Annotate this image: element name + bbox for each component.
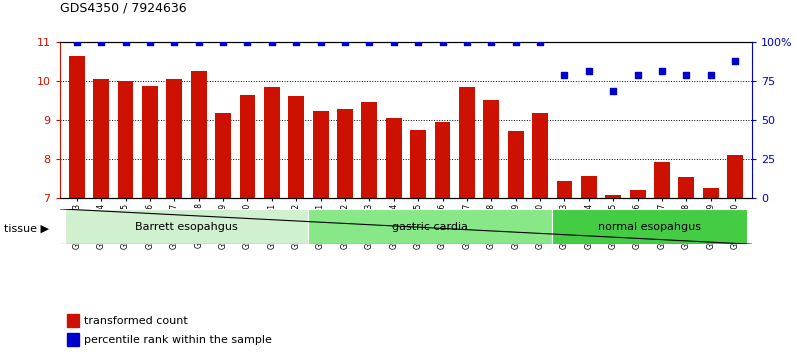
Point <box>290 40 302 45</box>
Point <box>436 40 449 45</box>
Bar <box>459 87 475 198</box>
Point <box>143 40 156 45</box>
Bar <box>288 96 304 198</box>
Bar <box>654 162 670 198</box>
Bar <box>410 130 426 198</box>
Bar <box>67 314 79 327</box>
Text: normal esopahgus: normal esopahgus <box>599 222 701 232</box>
Bar <box>630 190 646 198</box>
Point <box>314 40 327 45</box>
Bar <box>264 87 279 198</box>
Bar <box>552 209 747 244</box>
Bar <box>703 188 719 198</box>
Point <box>217 40 229 45</box>
Bar <box>581 176 597 198</box>
Bar <box>508 131 524 198</box>
Point <box>193 40 205 45</box>
Point <box>461 40 474 45</box>
Text: gastric cardia: gastric cardia <box>392 222 468 232</box>
Bar <box>68 56 84 198</box>
Point <box>485 40 498 45</box>
Point <box>729 58 742 64</box>
Bar <box>678 177 694 198</box>
Point <box>241 40 254 45</box>
Point <box>704 72 717 78</box>
Point <box>363 40 376 45</box>
Text: Barrett esopahgus: Barrett esopahgus <box>135 222 238 232</box>
Point <box>533 40 546 45</box>
Point <box>70 40 83 45</box>
Bar <box>556 181 572 198</box>
Point <box>95 40 107 45</box>
Bar <box>166 79 182 198</box>
Bar <box>64 209 308 244</box>
Bar <box>308 209 552 244</box>
Bar <box>337 109 353 198</box>
Point <box>583 68 595 73</box>
Point <box>168 40 181 45</box>
Bar <box>483 100 499 198</box>
Text: GDS4350 / 7924636: GDS4350 / 7924636 <box>60 2 186 15</box>
Bar <box>93 79 109 198</box>
Point <box>680 72 693 78</box>
Point <box>656 68 669 73</box>
Bar <box>605 195 621 198</box>
Bar <box>142 86 158 198</box>
Text: transformed count: transformed count <box>84 316 188 326</box>
Point <box>388 40 400 45</box>
Bar <box>313 110 329 198</box>
Point <box>338 40 351 45</box>
Point <box>509 40 522 45</box>
Bar <box>435 121 451 198</box>
Bar <box>118 81 134 198</box>
Bar <box>191 70 207 198</box>
Bar <box>728 155 743 198</box>
Point <box>607 88 619 93</box>
Point <box>558 72 571 78</box>
Bar <box>533 113 548 198</box>
Point <box>119 40 132 45</box>
Bar <box>67 333 79 346</box>
Bar <box>386 118 402 198</box>
Text: tissue ▶: tissue ▶ <box>4 223 49 233</box>
Point <box>412 40 424 45</box>
Bar <box>361 102 377 198</box>
Point <box>631 72 644 78</box>
Bar <box>215 113 231 198</box>
Bar <box>240 95 256 198</box>
Point <box>266 40 279 45</box>
Text: percentile rank within the sample: percentile rank within the sample <box>84 335 271 345</box>
